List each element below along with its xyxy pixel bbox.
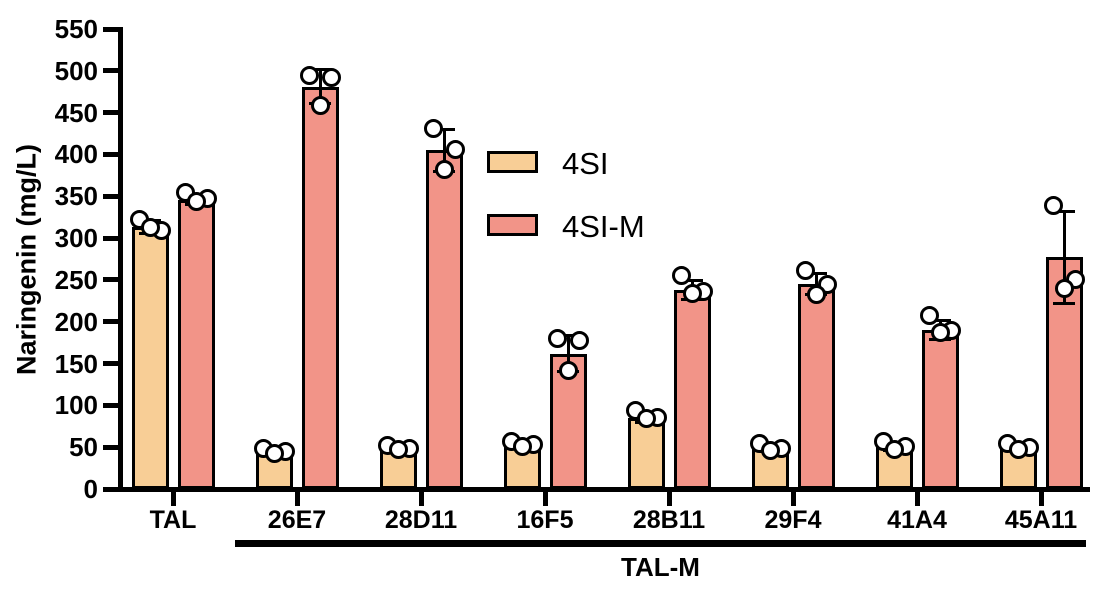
x-tick xyxy=(294,492,300,506)
y-tick xyxy=(103,402,118,408)
error-bar-cap-top xyxy=(433,127,455,131)
x-tick xyxy=(1038,492,1044,506)
data-point xyxy=(558,360,578,380)
y-tick xyxy=(103,193,118,199)
error-bar-cap-top xyxy=(805,271,827,275)
y-tick xyxy=(103,319,118,325)
data-point xyxy=(299,66,319,86)
data-point xyxy=(569,331,589,351)
data-point xyxy=(806,285,826,305)
y-tick-label: 450 xyxy=(54,97,98,128)
bar-4SI-M-29F4 xyxy=(797,284,835,489)
y-tick xyxy=(103,235,118,241)
y-tick xyxy=(103,361,118,367)
category-label: 28B11 xyxy=(632,506,706,534)
category-label: TAL xyxy=(149,506,197,534)
error-bar-cap-bottom xyxy=(1053,301,1075,305)
error-bar-line xyxy=(566,335,570,372)
x-tick xyxy=(542,492,548,506)
data-point xyxy=(682,283,702,303)
y-tick-label: 350 xyxy=(54,181,98,212)
data-point xyxy=(1008,440,1028,460)
group-bracket-label: TAL-M xyxy=(621,552,700,582)
x-tick xyxy=(790,492,796,506)
legend-label-4SI: 4SI xyxy=(562,146,609,181)
x-tick xyxy=(418,492,424,506)
y-tick-label: 50 xyxy=(69,432,98,463)
data-point xyxy=(434,160,454,179)
group-bracket-line xyxy=(235,540,1086,547)
bar-4SI-M-TAL xyxy=(177,199,215,489)
data-point xyxy=(547,328,567,348)
x-tick xyxy=(914,492,920,506)
legend-swatch-4SI-M xyxy=(487,214,538,236)
error-bar-cap-top xyxy=(929,319,951,323)
y-tick-label: 100 xyxy=(54,390,98,421)
x-axis-line xyxy=(105,487,1090,492)
bar-4SI-M-26E7 xyxy=(301,86,339,489)
data-point xyxy=(512,436,532,456)
error-bar-cap-top xyxy=(1053,209,1075,213)
data-point xyxy=(445,139,465,159)
y-tick-label: 200 xyxy=(54,306,98,337)
error-bar-line xyxy=(1062,211,1066,304)
y-tick xyxy=(103,486,118,492)
y-tick xyxy=(103,68,118,74)
error-bar-cap-top xyxy=(309,68,331,72)
category-label: 26E7 xyxy=(267,506,327,534)
data-point xyxy=(264,444,284,464)
data-point xyxy=(140,217,160,237)
category-label: 16F5 xyxy=(516,506,574,534)
error-bar-line xyxy=(442,129,446,172)
error-bar-cap-top xyxy=(557,334,579,338)
y-tick xyxy=(103,26,118,32)
y-tick-label: 250 xyxy=(54,264,98,295)
legend-label-4SI-M: 4SI-M xyxy=(562,209,645,244)
y-tick-label: 550 xyxy=(54,14,98,44)
x-tick xyxy=(170,492,176,506)
legend-swatch-4SI xyxy=(487,151,538,173)
bar-4SI-M-28B11 xyxy=(673,289,711,489)
data-point xyxy=(1054,278,1074,298)
y-tick-label: 300 xyxy=(54,223,98,254)
x-tick xyxy=(666,492,672,506)
category-label: 45A11 xyxy=(1004,506,1078,534)
y-tick xyxy=(103,444,118,450)
data-point xyxy=(1043,195,1063,215)
y-tick xyxy=(103,277,118,283)
y-tick-label: 500 xyxy=(54,55,98,86)
error-bar-line xyxy=(318,69,322,104)
y-tick xyxy=(103,110,118,116)
data-point xyxy=(423,119,443,139)
data-point xyxy=(760,441,780,461)
error-bar-line xyxy=(814,273,818,295)
bar-4SI-M-41A4 xyxy=(921,330,959,489)
bar-4SI-TAL xyxy=(131,227,169,489)
y-tick xyxy=(103,151,118,157)
data-point xyxy=(636,409,656,429)
bar-4SI-M-28D11 xyxy=(425,150,463,489)
error-bar-cap-top xyxy=(681,279,703,283)
bar-4SI-28B11 xyxy=(627,417,665,489)
data-point xyxy=(930,323,950,343)
category-label: 29F4 xyxy=(764,506,822,534)
data-point xyxy=(186,191,206,211)
category-label: 28D11 xyxy=(384,506,458,534)
data-point xyxy=(321,68,341,87)
y-tick-label: 400 xyxy=(54,139,98,170)
data-point xyxy=(884,440,904,460)
y-tick-label: 0 xyxy=(83,474,98,504)
data-point xyxy=(671,266,691,286)
y-axis-line xyxy=(118,27,123,492)
data-point xyxy=(795,261,815,281)
category-label: 41A4 xyxy=(887,506,947,534)
data-point xyxy=(310,96,330,116)
data-point xyxy=(388,440,408,460)
y-tick-label: 150 xyxy=(54,348,98,379)
data-point xyxy=(919,305,939,325)
